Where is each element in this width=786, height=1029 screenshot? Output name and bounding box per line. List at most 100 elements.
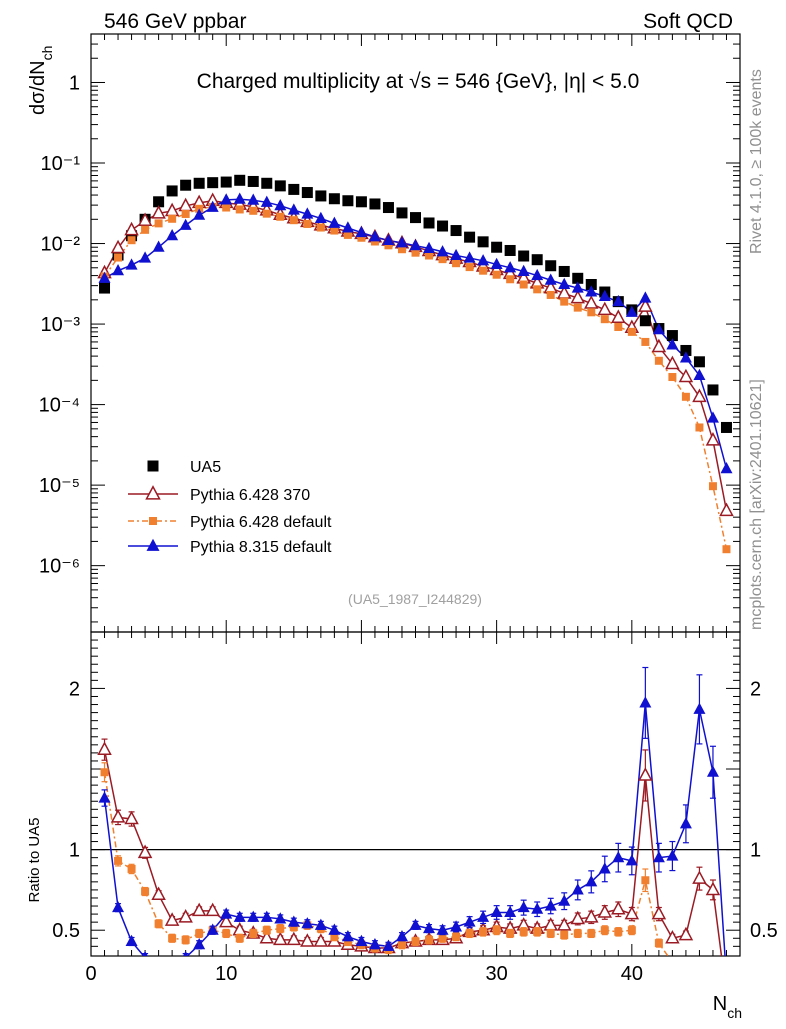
- data-point: [477, 910, 490, 922]
- data-point: [504, 244, 516, 256]
- data-point: [477, 254, 490, 266]
- main-ylabel: dσ/dNch: [27, 46, 55, 115]
- data-point: [114, 856, 123, 865]
- data-point: [382, 233, 395, 246]
- data-point: [491, 241, 503, 253]
- data-point: [273, 931, 288, 946]
- data-point: [357, 233, 366, 242]
- data-point: [287, 203, 300, 215]
- data-point: [193, 938, 206, 950]
- data-point: [259, 929, 275, 944]
- data-point: [544, 273, 557, 285]
- data-point: [181, 209, 190, 218]
- data-point: [425, 935, 434, 944]
- data-point: [234, 174, 246, 186]
- data-point: [110, 239, 126, 254]
- data-point: [654, 356, 663, 365]
- data-point: [287, 915, 300, 927]
- data-point: [100, 768, 109, 777]
- energy-label: 546 GeV ppbar: [104, 10, 246, 33]
- data-point: [164, 912, 180, 926]
- data-point: [638, 298, 653, 312]
- data-point: [556, 917, 572, 931]
- data-point: [423, 241, 436, 253]
- data-point: [409, 918, 422, 930]
- data-point: [180, 179, 192, 191]
- data-point: [276, 212, 285, 221]
- data-point: [463, 915, 476, 927]
- data-point: [303, 219, 312, 228]
- data-point: [665, 355, 680, 370]
- data-point: [370, 237, 379, 246]
- data-point: [166, 957, 178, 968]
- data-point: [490, 257, 503, 269]
- data-point: [705, 432, 721, 446]
- data-point: [355, 225, 368, 238]
- data-point: [206, 923, 219, 935]
- data-point: [145, 485, 161, 500]
- data-point: [301, 207, 314, 219]
- data-point: [666, 849, 679, 861]
- data-point: [573, 929, 582, 938]
- data-point: [368, 938, 381, 950]
- data-point: [289, 922, 298, 931]
- data-point: [492, 926, 501, 935]
- data-point: [249, 206, 258, 215]
- main-series-group: [97, 174, 734, 554]
- data-point: [506, 929, 515, 938]
- data-point: [141, 225, 150, 234]
- data-point: [678, 368, 694, 383]
- data-point: [692, 870, 707, 884]
- data-point: [585, 875, 598, 887]
- data-point: [695, 975, 703, 983]
- data-point: [614, 322, 623, 331]
- y-tick-label: 10⁻⁶: [39, 556, 80, 578]
- data-point: [584, 909, 599, 923]
- data-point: [343, 937, 352, 946]
- data-point: [314, 918, 327, 930]
- data-point: [587, 308, 596, 317]
- ratio-frame: [90, 631, 741, 957]
- data-point: [301, 917, 314, 929]
- data-point: [411, 937, 420, 946]
- data-point: [152, 240, 165, 252]
- data-point: [666, 338, 679, 350]
- data-point: [149, 517, 157, 525]
- data-point: [411, 248, 420, 257]
- data-point: [614, 927, 623, 936]
- category-label: Soft QCD: [643, 10, 733, 33]
- data-point: [395, 929, 408, 942]
- data-point: [166, 229, 179, 241]
- data-point: [206, 200, 219, 212]
- data-point: [396, 207, 408, 219]
- data-point: [519, 280, 528, 289]
- data-point: [506, 275, 515, 284]
- data-point: [531, 254, 543, 266]
- data-point: [314, 211, 327, 223]
- data-point: [558, 894, 571, 906]
- data-point: [289, 216, 298, 225]
- data-point: [627, 926, 636, 935]
- data-point: [641, 876, 650, 885]
- data-point: [125, 934, 138, 947]
- data-point: [328, 193, 340, 205]
- data-point: [409, 239, 422, 251]
- legend-label: Pythia 6.428 370: [190, 487, 310, 504]
- data-point: [504, 905, 517, 918]
- data-point: [585, 278, 597, 290]
- data-point: [179, 218, 192, 230]
- data-point: [395, 236, 408, 248]
- data-point: [166, 185, 178, 197]
- data-point: [97, 741, 112, 755]
- data-point: [708, 482, 717, 491]
- main-panel: 10⁻⁶ 10⁻⁵ 10⁻⁴ 10⁻³ 10⁻² 10⁻¹ 1: [39, 33, 741, 633]
- data-point: [627, 327, 636, 336]
- data-point: [330, 932, 339, 941]
- data-point: [127, 864, 136, 873]
- data-point: [479, 927, 488, 936]
- data-point: [423, 217, 435, 229]
- data-point: [625, 305, 638, 317]
- data-point: [450, 248, 463, 261]
- data-point: [533, 927, 542, 936]
- rivet-label: Rivet 4.1.0, ≥ 100k events: [748, 69, 765, 254]
